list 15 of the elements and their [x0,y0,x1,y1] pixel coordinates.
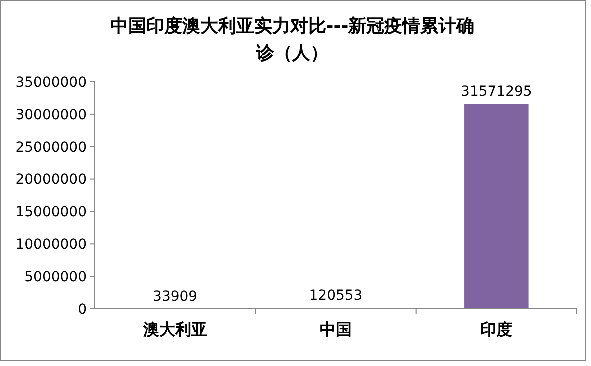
y-tick-label: 5000000 [24,269,87,286]
y-tick-label: 0 [78,302,87,318]
y-tick-label: 10000000 [16,237,87,254]
x-tick-label: 印度 [480,320,513,339]
y-tick-label: 25000000 [16,140,87,156]
data-label: 33909 [153,288,198,305]
data-label: 31571295 [461,84,532,100]
y-tick-label: 35000000 [16,74,87,91]
x-tick-label: 澳大利亚 [142,320,208,339]
x-tick-label: 中国 [320,320,352,339]
chart-title: 中国印度澳大利亚实力对比---新冠疫情累计确诊（人） [110,16,475,64]
data-label: 120553 [309,288,363,304]
y-tick-label: 20000000 [16,172,87,188]
y-tick-label: 30000000 [16,107,87,124]
y-tick-label: 15000000 [16,204,87,221]
